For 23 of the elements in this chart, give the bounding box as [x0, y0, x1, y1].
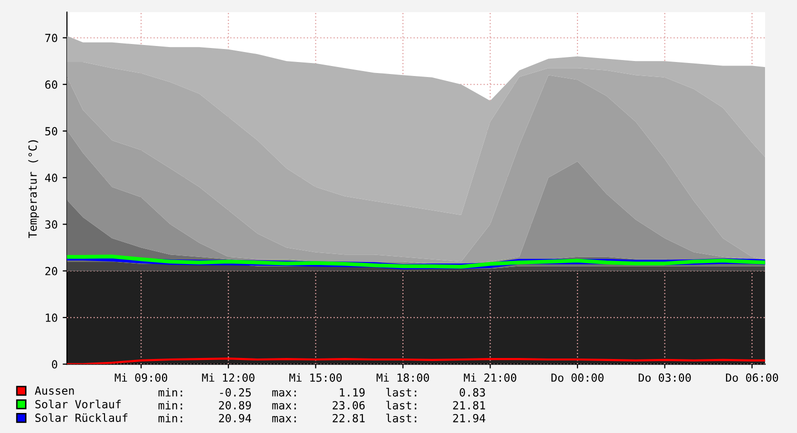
legend-label: Solar Vorlauf	[35, 400, 121, 408]
y-tick-label: 60	[45, 80, 58, 89]
text: min: -0.25 max: 1.19 last: 0.83	[158, 388, 485, 397]
y-tick-label: 0	[52, 360, 58, 369]
x-tick-label: Mi 12:00	[202, 373, 254, 382]
x-tick-label: Mi 09:00	[114, 373, 168, 382]
x-tick-label: Do 00:00	[551, 373, 604, 382]
legend-label: Solar Rücklauf	[35, 413, 128, 422]
x-tick-label: Mi 15:00	[289, 373, 342, 382]
y-tick-label: 50	[45, 127, 58, 136]
x-tick-label: Mi 18:00	[376, 373, 429, 382]
y-tick-label: 20	[45, 266, 58, 276]
y-axis-title: Temperatur (°C)	[28, 140, 39, 238]
y-tick-label: 40	[45, 174, 58, 182]
x-tick-label: Do 06:00	[726, 373, 778, 382]
text: min: 20.94 max: 22.81 last: 21.94	[158, 414, 486, 422]
x-tick-label: Do 03:00	[638, 373, 691, 382]
text: min: 20.89 max: 23.06 last: 21.81	[158, 400, 486, 410]
x-tick-label: Mi 21:00	[464, 373, 516, 382]
legend-label: Aussen	[34, 386, 74, 395]
y-tick-label: 70	[45, 34, 58, 42]
y-tick-label: 10	[46, 314, 58, 322]
y-tick-label: 30	[45, 220, 58, 229]
